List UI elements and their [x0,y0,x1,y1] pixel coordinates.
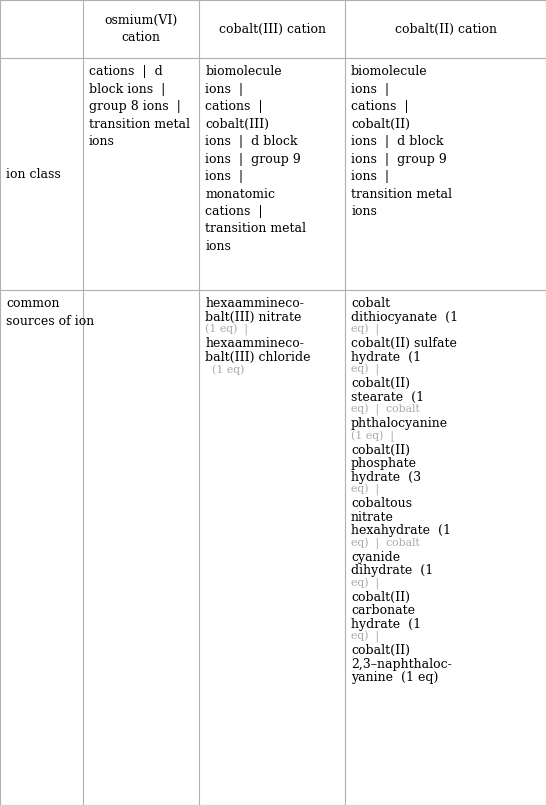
Text: eq)  |  cobalt: eq) | cobalt [351,404,420,416]
Text: eq)  |: eq) | [351,484,379,496]
Text: phthalocyanine: phthalocyanine [351,417,448,430]
Text: dithiocyanate  (1: dithiocyanate (1 [351,311,458,324]
Text: hexaammineco-: hexaammineco- [205,337,304,350]
Text: cobalt(II): cobalt(II) [351,377,410,390]
Text: cobalt: cobalt [351,297,390,310]
Text: (1 eq): (1 eq) [205,364,245,374]
Text: cations  |  d
block ions  |
group 8 ions  |
transition metal
ions: cations | d block ions | group 8 ions | … [89,65,190,148]
Text: cobaltous: cobaltous [351,497,412,510]
Text: eq)  |  cobalt: eq) | cobalt [351,538,420,550]
Text: cyanide: cyanide [351,551,400,563]
Text: nitrate: nitrate [351,510,394,523]
Text: yanine  (1 eq): yanine (1 eq) [351,671,438,684]
Text: biomolecule
ions  |
cations  |
cobalt(III)
ions  |  d block
ions  |  group 9
ion: biomolecule ions | cations | cobalt(III)… [205,65,306,253]
Text: common
sources of ion: common sources of ion [6,297,94,328]
Text: biomolecule
ions  |
cations  |
cobalt(II)
ions  |  d block
ions  |  group 9
ions: biomolecule ions | cations | cobalt(II) … [351,65,452,218]
Text: carbonate: carbonate [351,604,415,617]
Text: ion class: ion class [6,167,61,180]
Text: balt(III) nitrate: balt(III) nitrate [205,311,301,324]
Text: hydrate  (3: hydrate (3 [351,470,421,484]
Text: cobalt(II) cation: cobalt(II) cation [395,23,496,35]
Text: cobalt(II): cobalt(II) [351,591,410,604]
Text: cobalt(III) cation: cobalt(III) cation [219,23,325,35]
Text: osmium(VI)
cation: osmium(VI) cation [104,14,178,44]
Text: (1 eq)  |: (1 eq) | [351,431,394,443]
Text: eq)  |: eq) | [351,324,379,336]
Text: cobalt(II): cobalt(II) [351,644,410,657]
Text: cobalt(II): cobalt(II) [351,444,410,456]
Text: phosphate: phosphate [351,457,417,470]
Text: hexahydrate  (1: hexahydrate (1 [351,524,451,537]
Text: eq)  |: eq) | [351,577,379,589]
Text: hydrate  (1: hydrate (1 [351,350,421,364]
Text: hydrate  (1: hydrate (1 [351,617,421,630]
Text: hexaammineco-: hexaammineco- [205,297,304,310]
Text: eq)  |: eq) | [351,631,379,643]
Text: (1 eq)  |: (1 eq) | [205,324,248,336]
Text: stearate  (1: stearate (1 [351,390,424,403]
Text: cobalt(II) sulfate: cobalt(II) sulfate [351,337,457,350]
Text: balt(III) chloride: balt(III) chloride [205,350,311,364]
Text: dihydrate  (1: dihydrate (1 [351,564,434,577]
Text: eq)  |: eq) | [351,364,379,376]
Text: 2,3–naphthaloc-: 2,3–naphthaloc- [351,658,452,671]
